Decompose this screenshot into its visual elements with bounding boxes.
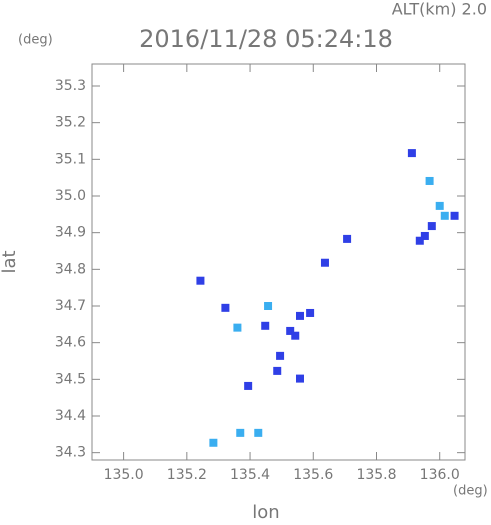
y-tick-label: 35.1 — [55, 151, 86, 167]
x-tick-label: 135.4 — [230, 467, 270, 483]
chart-title: 2016/11/28 05:24:18 — [139, 25, 393, 53]
x-unit: (deg) — [453, 484, 488, 499]
y-tick-label: 34.3 — [55, 445, 86, 461]
echo — [415, 236, 424, 245]
y-unit: (deg) — [18, 33, 53, 48]
echo — [320, 258, 329, 267]
x-tick-label: 135.6 — [293, 467, 333, 483]
plot-frame — [91, 63, 466, 461]
y-tick-label: 34.6 — [55, 335, 86, 351]
echo — [254, 428, 263, 437]
echo — [286, 326, 295, 335]
echo — [440, 211, 449, 220]
y-tick-label: 35.0 — [55, 188, 86, 204]
echo — [236, 428, 245, 437]
echo — [273, 366, 282, 375]
echo — [343, 234, 352, 243]
echo — [435, 201, 444, 210]
x-axis-label: lon — [252, 502, 279, 521]
echo — [209, 438, 218, 447]
echo — [306, 308, 315, 317]
echo — [407, 149, 416, 158]
x-tick-label: 135.2 — [167, 467, 207, 483]
echo — [221, 303, 230, 312]
echo — [425, 176, 434, 185]
subtitle: ALT(km) 2.0 — [392, 0, 487, 19]
y-tick-label: 34.7 — [55, 298, 86, 314]
echo — [276, 351, 285, 360]
echo — [295, 311, 304, 320]
echo — [233, 323, 242, 332]
echo — [244, 381, 253, 390]
y-tick-label: 35.3 — [55, 78, 86, 94]
y-axis-label: lat — [0, 250, 20, 273]
echo — [420, 231, 429, 240]
x-tick-label: 135.0 — [104, 467, 144, 483]
echo — [261, 321, 270, 330]
y-tick-label: 34.5 — [55, 371, 86, 387]
y-tick-label: 35.2 — [55, 115, 86, 131]
echo — [450, 211, 459, 220]
echo — [291, 331, 300, 340]
x-tick-label: 135.8 — [356, 467, 396, 483]
y-tick-label: 34.8 — [55, 261, 86, 277]
echo — [295, 374, 304, 383]
echo — [196, 276, 205, 285]
echo — [427, 222, 436, 231]
y-tick-label: 34.9 — [55, 225, 86, 241]
y-tick-label: 34.4 — [55, 408, 86, 424]
echo — [264, 302, 273, 310]
x-tick-label: 136.0 — [420, 467, 460, 483]
